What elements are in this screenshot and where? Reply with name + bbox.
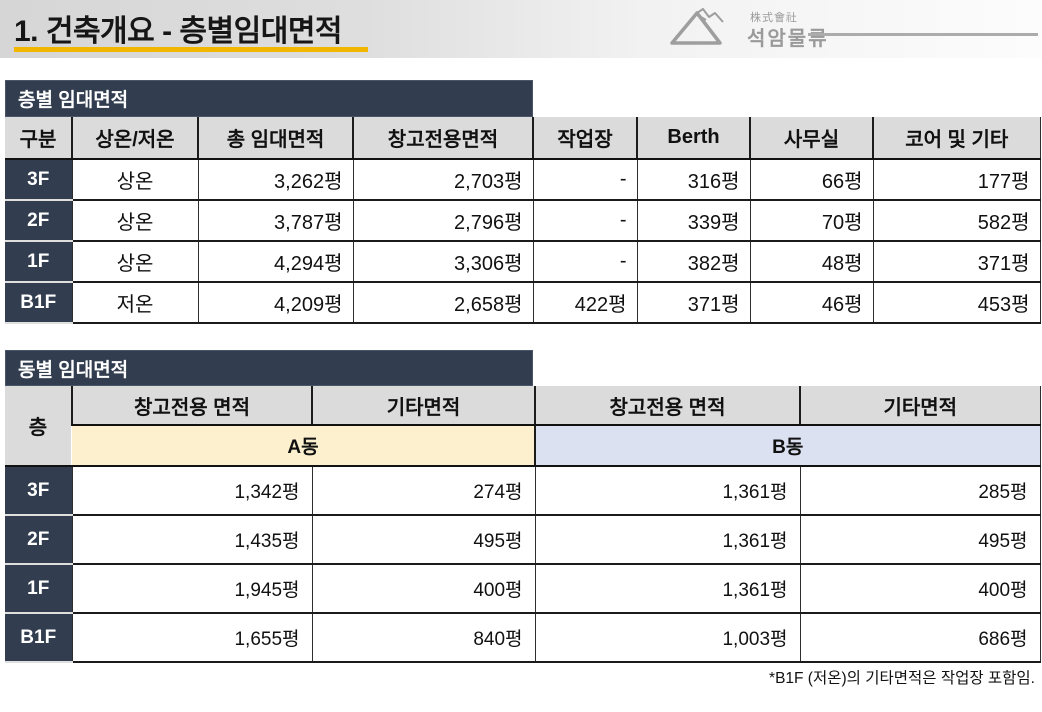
table-row: 2F 1,435평 495평 1,361평 495평 (5, 515, 1041, 565)
cell-a-etc: 274평 (311, 466, 535, 516)
cell-berth: 371평 (636, 282, 750, 324)
cell-b-etc: 686평 (799, 613, 1041, 663)
floor-rental-table: 구분 상온/저온 총 임대면적 창고전용면적 작업장 Berth 사무실 코어 … (5, 117, 1041, 324)
logo-rule-line (808, 33, 1038, 36)
logo-company-prefix: 株式會社 (750, 12, 798, 24)
floor-table-title-bar: 층별 임대면적 (5, 80, 533, 117)
floor-table-header-row: 구분 상온/저온 총 임대면적 창고전용면적 작업장 Berth 사무실 코어 … (5, 117, 1041, 160)
cell-warehouse: 3,306평 (352, 241, 533, 283)
cell-office: 66평 (749, 159, 873, 201)
cell-office: 48평 (749, 241, 873, 283)
floor-label: 3F (5, 466, 72, 516)
cell-b-warehouse: 1,361평 (534, 515, 800, 565)
cell-workshop: 422평 (532, 282, 637, 324)
col-header-b-etc: 기타면적 (799, 386, 1041, 426)
col-header-berth: Berth (636, 117, 750, 160)
cell-temp: 상온 (71, 159, 198, 201)
building-table-subheader-row: 층 창고전용 면적 기타면적 창고전용 면적 기타면적 (5, 386, 1041, 467)
floor-label: 2F (5, 200, 72, 242)
page-title: 1. 건축개요 - 층별임대면적 (14, 15, 343, 48)
logo-company-name: 석암물류 (747, 28, 829, 50)
cell-warehouse: 2,658평 (352, 282, 533, 324)
col-header-a-warehouse: 창고전용 면적 (71, 386, 312, 426)
group-header-b: B동 (534, 425, 1041, 467)
cell-berth: 382평 (636, 241, 750, 283)
title-underline (14, 47, 368, 52)
col-header-floor: 층 (5, 386, 72, 467)
col-header-b-warehouse: 창고전용 면적 (534, 386, 800, 426)
cell-a-warehouse: 1,945평 (71, 564, 312, 614)
table-row: 2F 상온 3,787평 2,796평 - 339평 70평 582평 (5, 200, 1041, 242)
floor-label: B1F (5, 613, 72, 663)
cell-berth: 339평 (636, 200, 750, 242)
cell-temp: 상온 (71, 200, 198, 242)
cell-office: 46평 (749, 282, 873, 324)
cell-workshop: - (532, 159, 637, 201)
cell-workshop: - (532, 241, 637, 283)
col-header-workshop: 작업장 (532, 117, 637, 160)
cell-b-etc: 285평 (799, 466, 1041, 516)
cell-core: 177평 (872, 159, 1041, 201)
table-row: B1F 1,655평 840평 1,003평 686평 (5, 613, 1041, 663)
cell-office: 70평 (749, 200, 873, 242)
cell-b-warehouse: 1,361평 (534, 466, 800, 516)
cell-total: 4,209평 (197, 282, 353, 324)
col-header-gubun: 구분 (5, 117, 72, 160)
cell-b-etc: 400평 (799, 564, 1041, 614)
cell-a-warehouse: 1,655평 (71, 613, 312, 663)
cell-workshop: - (532, 200, 637, 242)
floor-label: B1F (5, 282, 72, 324)
col-header-temp: 상온/저온 (71, 117, 198, 160)
cell-temp: 저온 (71, 282, 198, 324)
building-table-group-row: A동 B동 (5, 425, 1041, 467)
cell-core: 582평 (872, 200, 1041, 242)
cell-b-warehouse: 1,003평 (534, 613, 800, 663)
cell-a-etc: 840평 (311, 613, 535, 663)
cell-a-warehouse: 1,435평 (71, 515, 312, 565)
table-row: 1F 1,945평 400평 1,361평 400평 (5, 564, 1041, 614)
table-row: B1F 저온 4,209평 2,658평 422평 371평 46평 453평 (5, 282, 1041, 324)
floor-label: 1F (5, 564, 72, 614)
floor-label: 1F (5, 241, 72, 283)
cell-total: 3,262평 (197, 159, 353, 201)
group-header-a: A동 (72, 425, 535, 467)
cell-b-warehouse: 1,361평 (534, 564, 800, 614)
floor-label: 3F (5, 159, 72, 201)
col-header-core: 코어 및 기타 (872, 117, 1041, 160)
col-header-total: 총 임대면적 (197, 117, 353, 160)
footnote: *B1F (저온)의 기타면적은 작업장 포함임. (769, 670, 1035, 687)
col-header-a-etc: 기타면적 (311, 386, 535, 426)
cell-a-etc: 495평 (311, 515, 535, 565)
table-row: 3F 1,342평 274평 1,361평 285평 (5, 466, 1041, 516)
cell-total: 4,294평 (197, 241, 353, 283)
col-header-office: 사무실 (749, 117, 873, 160)
cell-total: 3,787평 (197, 200, 353, 242)
cell-core: 371평 (872, 241, 1041, 283)
col-header-warehouse: 창고전용면적 (352, 117, 533, 160)
floor-label: 2F (5, 515, 72, 565)
cell-a-warehouse: 1,342평 (71, 466, 312, 516)
cell-warehouse: 2,703평 (352, 159, 533, 201)
table-row: 1F 상온 4,294평 3,306평 - 382평 48평 371평 (5, 241, 1041, 283)
building-table-title-bar: 동별 임대면적 (5, 350, 533, 386)
cell-b-etc: 495평 (799, 515, 1041, 565)
cell-warehouse: 2,796평 (352, 200, 533, 242)
building-rental-table: 층 창고전용 면적 기타면적 창고전용 면적 기타면적 A동 B동 3F 1,3… (5, 386, 1041, 663)
mountain-logo-icon (668, 8, 744, 51)
cell-temp: 상온 (71, 241, 198, 283)
cell-core: 453평 (872, 282, 1041, 324)
cell-a-etc: 400평 (311, 564, 535, 614)
cell-berth: 316평 (636, 159, 750, 201)
table-row: 3F 상온 3,262평 2,703평 - 316평 66평 177평 (5, 159, 1041, 201)
